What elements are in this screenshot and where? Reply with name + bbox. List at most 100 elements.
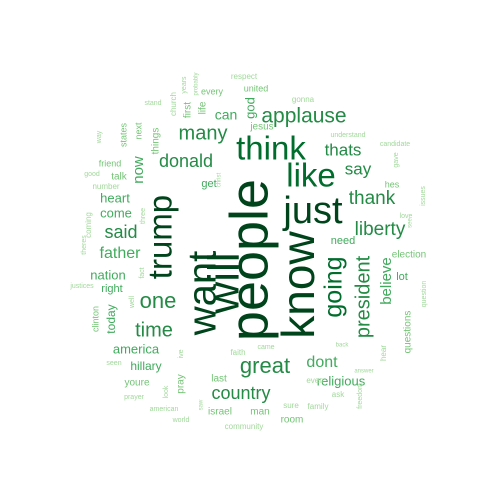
- word-number: number: [92, 182, 119, 191]
- word-many: many: [179, 122, 228, 144]
- word-ask: ask: [332, 390, 345, 399]
- word-man: man: [250, 407, 269, 418]
- word-sure: sure: [283, 401, 299, 410]
- word-religious: religious: [317, 373, 366, 388]
- word-saw: saw: [199, 399, 205, 410]
- word-seen: seen: [106, 360, 121, 367]
- word-israel: israel: [208, 407, 232, 418]
- word-church: church: [169, 92, 178, 116]
- word-candidate: candidate: [380, 141, 410, 148]
- word-donald: donald: [159, 151, 213, 171]
- word-probably: probably: [194, 72, 200, 95]
- word-look: look: [163, 385, 170, 398]
- word-freedom: freedom: [357, 383, 364, 409]
- word-liberty: liberty: [355, 219, 406, 240]
- word-world: world: [172, 417, 190, 424]
- word-people: people: [219, 179, 279, 341]
- word-came: came: [257, 344, 274, 351]
- word-last: last: [211, 374, 227, 385]
- word-time: time: [135, 319, 173, 341]
- word-even: even: [306, 376, 323, 385]
- word-years: years: [181, 76, 188, 94]
- word-back: back: [336, 343, 350, 349]
- word-christ: christ: [217, 173, 223, 188]
- word-prayer: prayer: [124, 394, 145, 401]
- word-room: room: [281, 415, 304, 426]
- word-need: need: [331, 235, 355, 247]
- word-right: right: [101, 283, 122, 295]
- word-hillary: hillary: [130, 359, 161, 373]
- word-gonna: gonna: [292, 95, 315, 104]
- word-first: first: [183, 102, 194, 118]
- word-answer: answer: [354, 369, 373, 375]
- word-questions: questions: [403, 311, 414, 354]
- word-good: good: [84, 171, 100, 178]
- word-three: three: [140, 208, 147, 224]
- word-just: just: [282, 190, 343, 232]
- word-said: said: [104, 222, 137, 242]
- word-faith: faith: [230, 348, 245, 357]
- word-american: american: [150, 406, 179, 413]
- word-united: united: [244, 83, 269, 93]
- word-friend: friend: [99, 158, 122, 168]
- word-states: states: [118, 122, 128, 147]
- word-want: want: [181, 251, 225, 337]
- word-pray: pray: [176, 374, 187, 393]
- word-dont: dont: [306, 354, 338, 371]
- word-applause: applause: [261, 105, 346, 128]
- word-gave: gave: [393, 152, 400, 167]
- word-well: well: [129, 296, 136, 310]
- word-justices: justices: [69, 283, 94, 290]
- word-ive: ive: [178, 349, 185, 358]
- word-now: now: [130, 156, 147, 184]
- word-respect: respect: [231, 72, 258, 81]
- word-know: know: [272, 231, 324, 339]
- word-believe: believe: [378, 257, 395, 305]
- word-country: country: [211, 383, 270, 403]
- word-things: things: [151, 128, 162, 155]
- word-say: say: [345, 159, 372, 178]
- word-america: america: [113, 341, 160, 356]
- word-hear: hear: [379, 345, 388, 361]
- word-stand: stand: [144, 100, 161, 107]
- word-understand: understand: [330, 132, 365, 139]
- word-coming: coming: [84, 212, 93, 238]
- word-jesus: jesus: [249, 122, 273, 133]
- word-one: one: [140, 288, 177, 313]
- word-today: today: [104, 304, 118, 333]
- word-talk: talk: [111, 172, 128, 183]
- word-will: will: [200, 252, 249, 314]
- word-lot: lot: [396, 271, 408, 283]
- word-think: think: [236, 130, 306, 167]
- word-get: get: [201, 178, 216, 190]
- word-thank: thank: [349, 188, 396, 209]
- word-see: see: [408, 218, 414, 228]
- word-love: love: [400, 213, 413, 220]
- word-community: community: [225, 422, 264, 431]
- word-father: father: [100, 245, 142, 262]
- word-fact: fact: [139, 267, 146, 278]
- word-way: way: [96, 130, 103, 144]
- word-issues: issues: [420, 186, 427, 206]
- word-life: life: [198, 101, 209, 114]
- word-election: election: [392, 250, 426, 261]
- word-president: president: [352, 255, 374, 338]
- word-can: can: [215, 107, 238, 123]
- word-theres: theres: [81, 235, 88, 255]
- word-going: going: [320, 256, 348, 317]
- word-thats: thats: [325, 140, 362, 159]
- word-trump: trump: [142, 195, 179, 279]
- word-great: great: [240, 353, 290, 378]
- word-nation: nation: [90, 267, 125, 282]
- word-come: come: [100, 205, 132, 220]
- word-next: next: [133, 122, 143, 140]
- word-every: every: [201, 86, 224, 96]
- word-hes: hes: [385, 179, 400, 189]
- word-god: god: [242, 97, 257, 119]
- word-heart: heart: [100, 190, 130, 205]
- word-clinton: clinton: [90, 306, 100, 332]
- word-question: question: [421, 281, 428, 308]
- word-family: family: [308, 402, 329, 411]
- word-youre: youre: [124, 378, 149, 389]
